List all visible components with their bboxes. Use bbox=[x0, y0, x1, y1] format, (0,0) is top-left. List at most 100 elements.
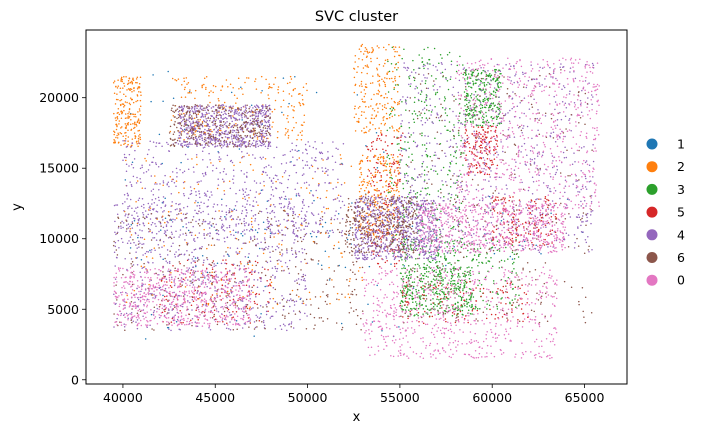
data-point bbox=[552, 131, 555, 134]
data-point bbox=[393, 55, 396, 58]
data-point bbox=[539, 244, 541, 247]
data-point bbox=[238, 252, 240, 255]
data-point bbox=[482, 98, 485, 101]
data-point bbox=[210, 114, 212, 117]
data-point bbox=[185, 144, 187, 146]
data-point bbox=[399, 153, 401, 156]
data-point bbox=[592, 144, 594, 146]
data-point bbox=[474, 90, 477, 93]
data-point bbox=[192, 300, 195, 302]
data-point bbox=[392, 236, 395, 239]
data-point bbox=[437, 275, 439, 277]
data-point bbox=[459, 310, 462, 313]
data-point bbox=[397, 137, 400, 139]
data-point bbox=[311, 165, 314, 168]
data-point bbox=[500, 302, 502, 304]
data-point bbox=[120, 117, 123, 120]
data-point bbox=[241, 230, 244, 233]
data-point bbox=[474, 106, 476, 109]
data-point bbox=[420, 277, 423, 280]
data-point bbox=[286, 130, 289, 133]
data-point bbox=[189, 301, 191, 304]
data-point bbox=[233, 234, 235, 237]
data-point bbox=[377, 89, 380, 92]
data-point bbox=[175, 251, 177, 253]
data-point bbox=[209, 221, 211, 223]
data-point bbox=[323, 206, 325, 208]
data-point bbox=[467, 73, 470, 75]
data-point bbox=[360, 71, 363, 74]
data-point bbox=[313, 199, 315, 202]
data-point bbox=[118, 113, 121, 116]
data-point bbox=[120, 111, 122, 113]
data-point bbox=[288, 201, 290, 203]
data-point bbox=[479, 247, 482, 250]
data-point bbox=[513, 258, 516, 260]
data-point bbox=[304, 214, 306, 216]
data-point bbox=[210, 90, 212, 92]
data-point bbox=[488, 146, 491, 149]
data-point bbox=[521, 284, 523, 286]
data-point bbox=[457, 309, 460, 311]
data-point bbox=[456, 146, 458, 148]
data-point bbox=[118, 246, 120, 249]
data-point bbox=[136, 81, 138, 84]
data-point bbox=[194, 97, 196, 100]
data-point bbox=[249, 203, 251, 206]
data-point bbox=[374, 155, 377, 157]
data-point bbox=[215, 134, 217, 136]
data-point bbox=[482, 100, 484, 102]
data-point bbox=[539, 85, 541, 88]
data-point bbox=[486, 136, 488, 139]
data-point bbox=[270, 281, 273, 284]
data-point bbox=[124, 123, 127, 125]
data-point bbox=[341, 230, 344, 232]
data-point bbox=[127, 143, 129, 146]
data-point bbox=[402, 294, 404, 297]
data-point bbox=[446, 140, 448, 142]
data-point bbox=[394, 199, 396, 202]
data-point bbox=[483, 85, 486, 87]
data-point bbox=[506, 291, 508, 294]
data-point bbox=[374, 128, 377, 130]
data-point bbox=[455, 98, 457, 101]
data-point bbox=[217, 321, 219, 323]
data-point bbox=[377, 107, 379, 110]
data-point bbox=[310, 212, 313, 214]
data-point bbox=[284, 134, 287, 136]
data-point bbox=[199, 138, 201, 141]
data-point bbox=[172, 218, 174, 220]
data-point bbox=[483, 70, 486, 72]
data-point bbox=[138, 223, 141, 226]
data-point bbox=[564, 185, 567, 187]
data-point bbox=[467, 309, 470, 312]
data-point bbox=[525, 232, 527, 234]
data-point bbox=[466, 134, 468, 137]
data-point bbox=[449, 262, 451, 264]
data-point bbox=[440, 210, 442, 212]
data-point bbox=[193, 125, 196, 128]
data-point bbox=[481, 104, 484, 107]
data-point bbox=[575, 186, 578, 189]
data-point bbox=[341, 217, 344, 220]
data-point bbox=[370, 202, 372, 205]
data-point bbox=[434, 137, 436, 139]
data-point bbox=[431, 109, 434, 111]
data-point bbox=[486, 119, 489, 122]
data-point bbox=[493, 200, 496, 202]
data-point bbox=[403, 62, 405, 64]
data-point bbox=[185, 77, 188, 79]
data-point bbox=[167, 221, 169, 224]
data-point bbox=[474, 307, 476, 310]
data-point bbox=[397, 173, 400, 175]
data-point bbox=[420, 214, 422, 217]
data-point bbox=[490, 247, 493, 249]
data-point bbox=[413, 69, 415, 71]
data-point bbox=[423, 179, 426, 181]
data-point bbox=[140, 94, 142, 97]
data-point bbox=[354, 55, 357, 57]
data-point bbox=[192, 266, 195, 268]
data-point bbox=[208, 196, 211, 198]
data-point bbox=[396, 215, 399, 217]
data-point bbox=[160, 280, 163, 282]
